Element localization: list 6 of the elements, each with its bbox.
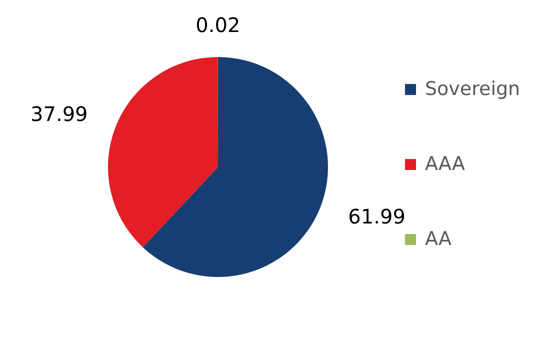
data-label: 61.99 bbox=[348, 204, 406, 229]
data-label: 37.99 bbox=[30, 102, 88, 126]
legend-label: Sovereign bbox=[425, 78, 520, 100]
legend-label: AA bbox=[425, 228, 452, 250]
legend-label: AAA bbox=[425, 153, 466, 175]
data-label: 0.02 bbox=[196, 13, 240, 38]
